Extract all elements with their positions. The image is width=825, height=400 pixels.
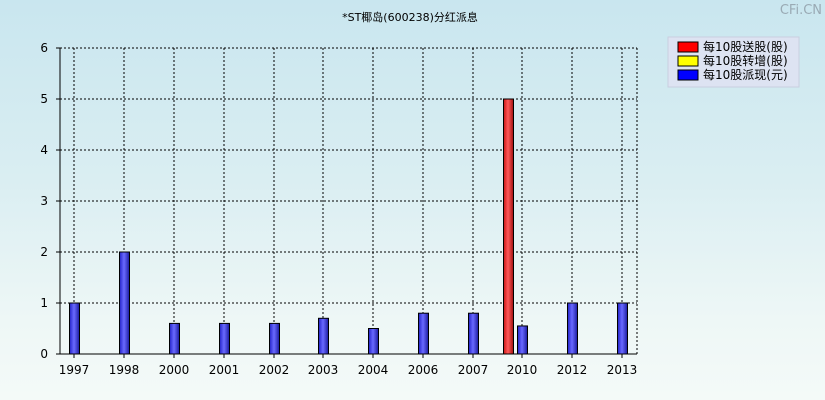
- legend-label-bonus-shares: 每10股送股(股): [703, 39, 788, 54]
- bar-2-2007: [468, 312, 479, 355]
- legend-label-capitalization: 每10股转增(股): [703, 53, 788, 68]
- legend-label-cash-dividend: 每10股派现(元): [703, 67, 788, 82]
- x-tick-label-1: 1998: [109, 363, 140, 377]
- x-tick-label-8: 2007: [458, 363, 489, 377]
- y-tick-label-3: 3: [40, 194, 48, 208]
- x-tick-label-9: 2010: [507, 363, 538, 377]
- bar-2-2002: [269, 322, 280, 355]
- bar-2-2003: [318, 317, 329, 355]
- grid-lines: [60, 47, 638, 354]
- x-tick-label-11: 2013: [607, 363, 638, 377]
- bar-2-2006: [418, 312, 429, 355]
- y-tick-label-5: 5: [40, 92, 48, 106]
- bar-2-2001: [219, 322, 230, 355]
- y-tick-label-2: 2: [40, 245, 48, 259]
- legend-entry-bonus-shares: 每10股送股(股): [677, 39, 788, 54]
- bar-2-2000: [169, 322, 180, 355]
- y-axis-ticks: 0 1 2 3 4 5 6: [40, 41, 60, 361]
- bar-2-1997: [69, 302, 80, 355]
- y-tick-label-1: 1: [40, 296, 48, 310]
- legend-entry-capitalization: 每10股转增(股): [677, 53, 788, 68]
- bar-2-2004: [368, 328, 379, 355]
- bar-2-2012: [567, 302, 578, 355]
- x-tick-label-2: 2000: [159, 363, 190, 377]
- x-tick-label-10: 2012: [557, 363, 588, 377]
- y-tick-label-0: 0: [40, 347, 48, 361]
- y-tick-label-6: 6: [40, 41, 48, 55]
- chart-title: *ST椰岛(600238)分红派息: [342, 10, 478, 24]
- bar-0-2008: [503, 98, 514, 355]
- legend-swatch-red: [677, 41, 699, 53]
- legend: 每10股送股(股) 每10股转增(股) 每10股派现(元): [667, 36, 800, 88]
- x-axis-ticks: 1997 1998 2000 2001 2002 2003 2004 2006 2007 2010…: [59, 354, 638, 377]
- legend-entry-cash-dividend: 每10股派现(元): [677, 67, 788, 82]
- x-tick-label-7: 2006: [408, 363, 439, 377]
- bars: [69, 98, 628, 355]
- bar-2-2010: [517, 325, 528, 355]
- legend-swatch-yellow: [677, 55, 699, 67]
- bar-2-1998: [119, 251, 130, 355]
- legend-swatch-blue: [677, 69, 699, 81]
- watermark: CFi.CN: [780, 3, 822, 18]
- x-tick-label-4: 2002: [259, 363, 290, 377]
- x-tick-label-3: 2001: [209, 363, 240, 377]
- x-tick-label-0: 1997: [59, 363, 90, 377]
- x-tick-label-5: 2003: [308, 363, 339, 377]
- x-tick-label-6: 2004: [358, 363, 389, 377]
- bar-2-2013: [617, 302, 628, 355]
- y-tick-label-4: 4: [40, 143, 48, 157]
